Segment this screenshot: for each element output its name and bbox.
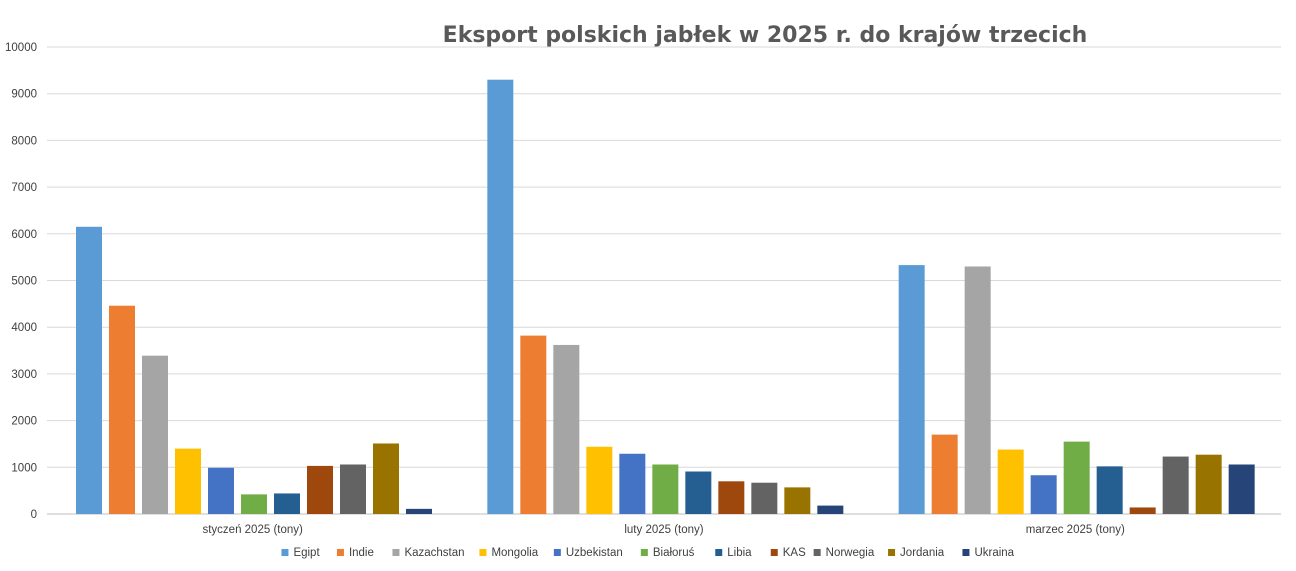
legend-label: Białoruś [653, 547, 695, 559]
bar-kas [718, 481, 745, 514]
bar-mongolia [997, 449, 1024, 514]
legend-swatch [770, 549, 778, 556]
legend-label: Norwegia [826, 547, 875, 559]
legend-swatch [392, 549, 400, 556]
bar-ukraina [406, 508, 432, 514]
x-category-label: marzec 2025 (tony) [1026, 524, 1125, 536]
legend-swatch [281, 549, 289, 556]
y-tick-label: 6000 [11, 229, 37, 241]
bar-libia [1096, 466, 1123, 514]
legend-label: Mongolia [491, 547, 538, 559]
legend-label: Indie [349, 547, 374, 559]
bars [76, 79, 1255, 515]
legend-swatch [553, 549, 561, 556]
bar-norwegia [1162, 456, 1189, 514]
legend-label: Uzbekistan [566, 547, 623, 559]
bar-egipt [898, 265, 925, 514]
bar-indie [931, 434, 958, 514]
y-tick-label: 2000 [11, 416, 37, 428]
bar-białoruś [241, 494, 267, 514]
y-tick-label: 1000 [11, 462, 37, 474]
y-tick-label: 0 [31, 509, 37, 521]
legend: Egipt Indie Kazachstan Mongolia Uzbekistan Bi… [281, 547, 1015, 559]
chart-title: Eksport polskich jabłek w 2025 r. do kra… [443, 23, 1088, 48]
legend-label: Egipt [293, 547, 320, 559]
bar-jordania [373, 443, 399, 514]
legend-swatch [888, 549, 896, 556]
bar-indie [520, 335, 547, 514]
x-category-label: styczeń 2025 (tony) [202, 524, 303, 536]
legend-label: KAS [783, 547, 806, 559]
legend-swatch [479, 549, 487, 556]
bar-norwegia [340, 464, 366, 514]
bar-ukraina [817, 505, 844, 514]
y-tick-label: 3000 [11, 369, 37, 381]
bar-białoruś [1063, 441, 1090, 514]
bar-mongolia [175, 448, 201, 514]
bar-jordania [784, 487, 811, 514]
legend-label: Jordania [900, 547, 945, 559]
bar-libia [274, 493, 300, 514]
x-category-label: luty 2025 (tony) [624, 524, 703, 536]
legend-swatch [336, 549, 344, 556]
bar-kazachstan [142, 355, 168, 514]
bar-ukraina [1228, 464, 1255, 514]
bar-egipt [487, 79, 514, 514]
bar-mongolia [586, 446, 613, 514]
legend-label: Kazachstan [404, 547, 464, 559]
bar-kazachstan [964, 266, 991, 514]
legend-swatch [813, 549, 821, 556]
y-tick-label: 5000 [11, 276, 37, 288]
legend-swatch [640, 549, 648, 556]
y-tick-label: 10000 [5, 42, 37, 54]
bar-uzbekistan [208, 467, 234, 514]
bar-białoruś [652, 464, 679, 514]
x-axis-categories: styczeń 2025 (tony) luty 2025 (tony) marze… [202, 524, 1125, 536]
bar-uzbekistan [1030, 475, 1057, 514]
legend-swatch [962, 549, 970, 556]
bar-kas [1129, 507, 1156, 514]
bar-jordania [1195, 454, 1222, 514]
bar-norwegia [751, 482, 778, 514]
bar-kazachstan [553, 344, 580, 514]
bar-egipt [76, 226, 102, 515]
y-tick-label: 8000 [11, 135, 37, 147]
y-tick-label: 7000 [11, 182, 37, 194]
y-axis-ticks: 0 1000 2000 3000 4000 5000 6000 7000 8000 9000 100… [5, 42, 37, 521]
bar-indie [109, 305, 135, 514]
gridlines [47, 46, 1281, 515]
y-tick-label: 9000 [11, 89, 37, 101]
bar-uzbekistan [619, 453, 646, 514]
legend-label: Libia [727, 547, 752, 559]
bar-kas [307, 465, 333, 514]
legend-label: Ukraina [974, 547, 1014, 559]
bar-libia [685, 471, 712, 514]
y-tick-label: 4000 [11, 322, 37, 334]
legend-swatch [715, 549, 723, 556]
